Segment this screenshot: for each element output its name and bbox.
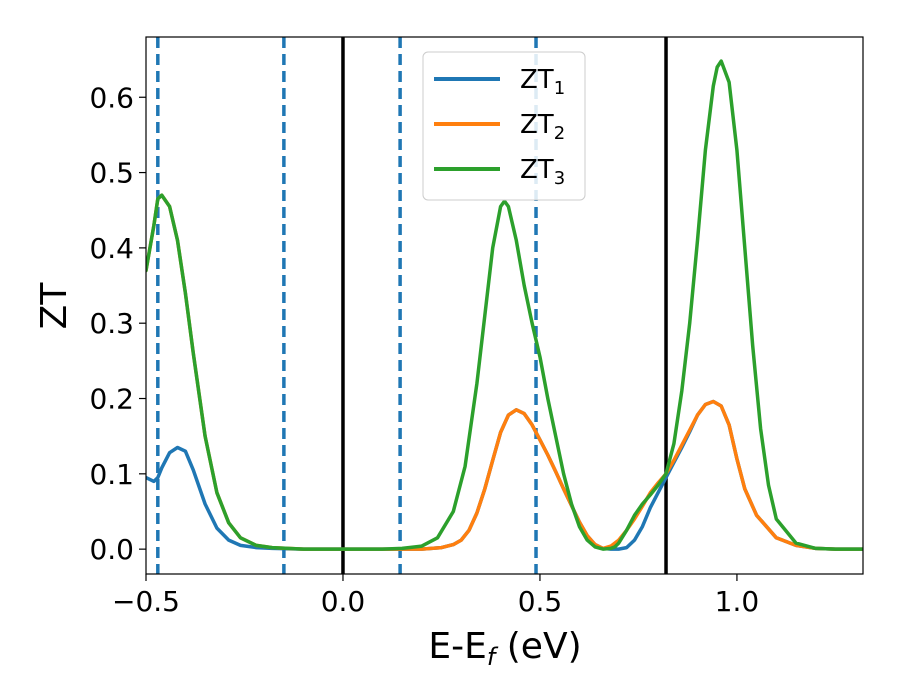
legend-label-sub: 1 — [554, 78, 565, 99]
legend-label-zt3: ZT3 — [520, 155, 565, 189]
legend-box — [422, 51, 586, 201]
y-axis-ticks: 0.0 0.1 0.2 0.3 0.4 0.5 0.6 — [89, 81, 146, 566]
x-axis-label-base: E-E — [428, 626, 486, 667]
y-tick-label-5: 0.5 — [89, 157, 134, 190]
legend-label-base: ZT — [520, 110, 554, 140]
legend-label-sub: 2 — [554, 123, 565, 144]
plot-frame — [145, 36, 864, 575]
x-tick-label-3: 1.0 — [715, 585, 760, 618]
x-tick-label-0: −0.5 — [112, 585, 180, 618]
y-tick-label-6: 0.6 — [89, 81, 134, 114]
series-line-zt3 — [146, 59, 863, 551]
legend-label-zt1: ZT1 — [520, 65, 565, 99]
y-tick-label-4: 0.4 — [89, 232, 134, 265]
legend-label-zt2: ZT2 — [520, 110, 565, 144]
legend-label-sub: 3 — [554, 168, 565, 189]
y-axis-label: ZT — [34, 282, 75, 330]
y-tick-label-1: 0.1 — [89, 458, 134, 491]
legend-label-base: ZT — [520, 65, 554, 95]
x-tick-label-2: 0.5 — [518, 585, 563, 618]
y-tick-label-3: 0.3 — [89, 307, 134, 340]
x-axis-label-rest: (eV) — [495, 626, 581, 667]
x-axis-ticks: −0.5 0.0 0.5 1.0 — [112, 574, 759, 618]
series-lines — [146, 59, 863, 551]
x-axis-label: E-Ef (eV) — [428, 626, 581, 671]
legend-label-base: ZT — [520, 155, 554, 185]
y-tick-label-2: 0.2 — [89, 383, 134, 416]
y-tick-label-0: 0.0 — [89, 533, 134, 566]
x-tick-label-1: 0.0 — [321, 585, 366, 618]
